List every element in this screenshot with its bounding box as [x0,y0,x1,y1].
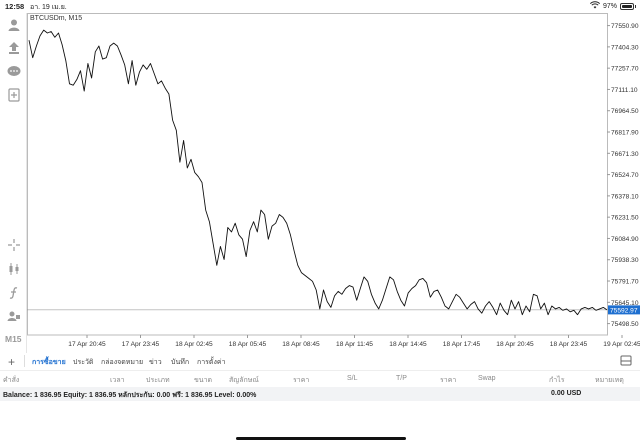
chart-frame [27,13,608,336]
crosshair-icon[interactable] [4,235,24,255]
x-tick-label: 18 Apr 20:45 [496,341,534,348]
panel-toggle-icon[interactable] [620,355,632,369]
chart-canvas: 77550.90 77404.30 77257.70 77111.10 76964.50… [27,13,640,348]
y-tick-label: 76817.90 [611,130,639,137]
y-tick-label: 76231.50 [611,215,639,222]
y-tick-label: 76378.10 [611,193,639,200]
x-tick-label: 19 Apr 02:45 [603,341,640,348]
col-sl: S/L [347,375,358,382]
col-swap: Swap [478,375,496,382]
balance-summary: Balance: 1 836.95 Equity: 1 836.95 หลักป… [3,392,257,399]
tab-mailbox[interactable]: กล่องจดหมาย [101,359,144,366]
col-type: ประเภท [146,377,170,384]
x-tick-label: 18 Apr 11:45 [336,341,373,348]
x-tick-label: 18 Apr 14:45 [389,341,427,348]
home-indicator[interactable] [236,437,406,440]
x-tick-label: 18 Apr 05:45 [229,341,267,348]
status-bar: 12:58 อา. 19 เม.ย. 97% [0,0,640,13]
y-tick-label: 75498.50 [611,321,639,328]
y-tick-label: 76524.70 [611,172,639,179]
price-chart[interactable]: 77550.90 77404.30 77257.70 77111.10 76964.50… [27,13,640,353]
x-tick-label: 18 Apr 02:45 [175,341,213,348]
x-tick-label: 17 Apr 20:45 [68,341,106,348]
add-icon[interactable]: + [8,355,16,369]
chart-symbol-label: BTCUSDm, M15 [30,15,83,22]
tab-history[interactable]: ประวัติ [73,359,94,366]
bottom-tab-bar: + การซื้อขาย ประวัติ กล่องจดหมาย ข่าว บั… [0,353,640,371]
price-series-line [28,29,608,316]
y-tick-label: 77550.90 [611,23,639,30]
col-price-current: ราคา [440,377,457,384]
left-toolbar: M15 [0,13,27,353]
col-order: คำสั่ง [3,377,20,384]
y-tick-label: 77257.70 [611,66,639,73]
status-time: 12:58 [5,2,25,11]
y-tick-label: 76084.90 [611,236,639,243]
chat-icon[interactable] [4,61,24,81]
balance-profit-amount: 0.00 USD [551,390,582,397]
tab-separator [24,355,25,367]
y-tick-label: 75938.30 [611,257,639,264]
col-symbol: สัญลักษณ์ [229,377,259,384]
tab-journal[interactable]: บันทึก [171,359,190,366]
y-tick-label: 76671.30 [611,151,639,158]
y-tick-label: 75791.70 [611,279,639,286]
x-tick-label: 17 Apr 23:45 [122,341,160,348]
wifi-icon [589,1,601,11]
balance-row: Balance: 1 836.95 Equity: 1 836.95 หลักป… [0,387,640,401]
orders-table-header: คำสั่ง เวลา ประเภท ขนาด สัญลักษณ์ ราคา S… [0,372,640,386]
col-tp: T/P [396,375,407,382]
current-price-tag [608,305,640,315]
tab-settings[interactable]: การตั้งค่า [197,359,226,366]
x-tick-label: 18 Apr 17:45 [443,341,481,348]
y-tick-label: 76964.50 [611,108,639,115]
objects-icon-shape [4,306,24,326]
status-right: 97% [589,1,636,11]
battery-icon [620,2,636,10]
col-price: ราคา [293,377,310,384]
col-size: ขนาด [194,377,213,384]
candlestick-icon[interactable] [4,259,24,279]
y-tick-label: 77404.30 [611,44,639,51]
x-tick-label: 18 Apr 08:45 [282,341,320,348]
col-profit: กำไร [549,377,565,384]
status-date: อา. 19 เม.ย. [30,4,67,11]
col-comment: หมายเหตุ [595,377,624,384]
new-doc-icon[interactable] [4,85,24,105]
current-price-label: 75592.97 [610,307,638,314]
y-tick-label: 77111.10 [611,87,638,94]
battery-percent: 97% [602,2,617,10]
y-tick-label: 75645.10 [611,300,639,307]
account-icon[interactable] [4,15,24,35]
col-time: เวลา [110,377,125,384]
trade-icon[interactable] [4,38,24,58]
function-icon[interactable] [4,283,24,303]
timeframe-label[interactable]: M15 [5,334,22,344]
tab-trade[interactable]: การซื้อขาย [32,359,66,366]
x-tick-label: 18 Apr 23:45 [550,341,588,348]
tab-news[interactable]: ข่าว [149,359,162,366]
